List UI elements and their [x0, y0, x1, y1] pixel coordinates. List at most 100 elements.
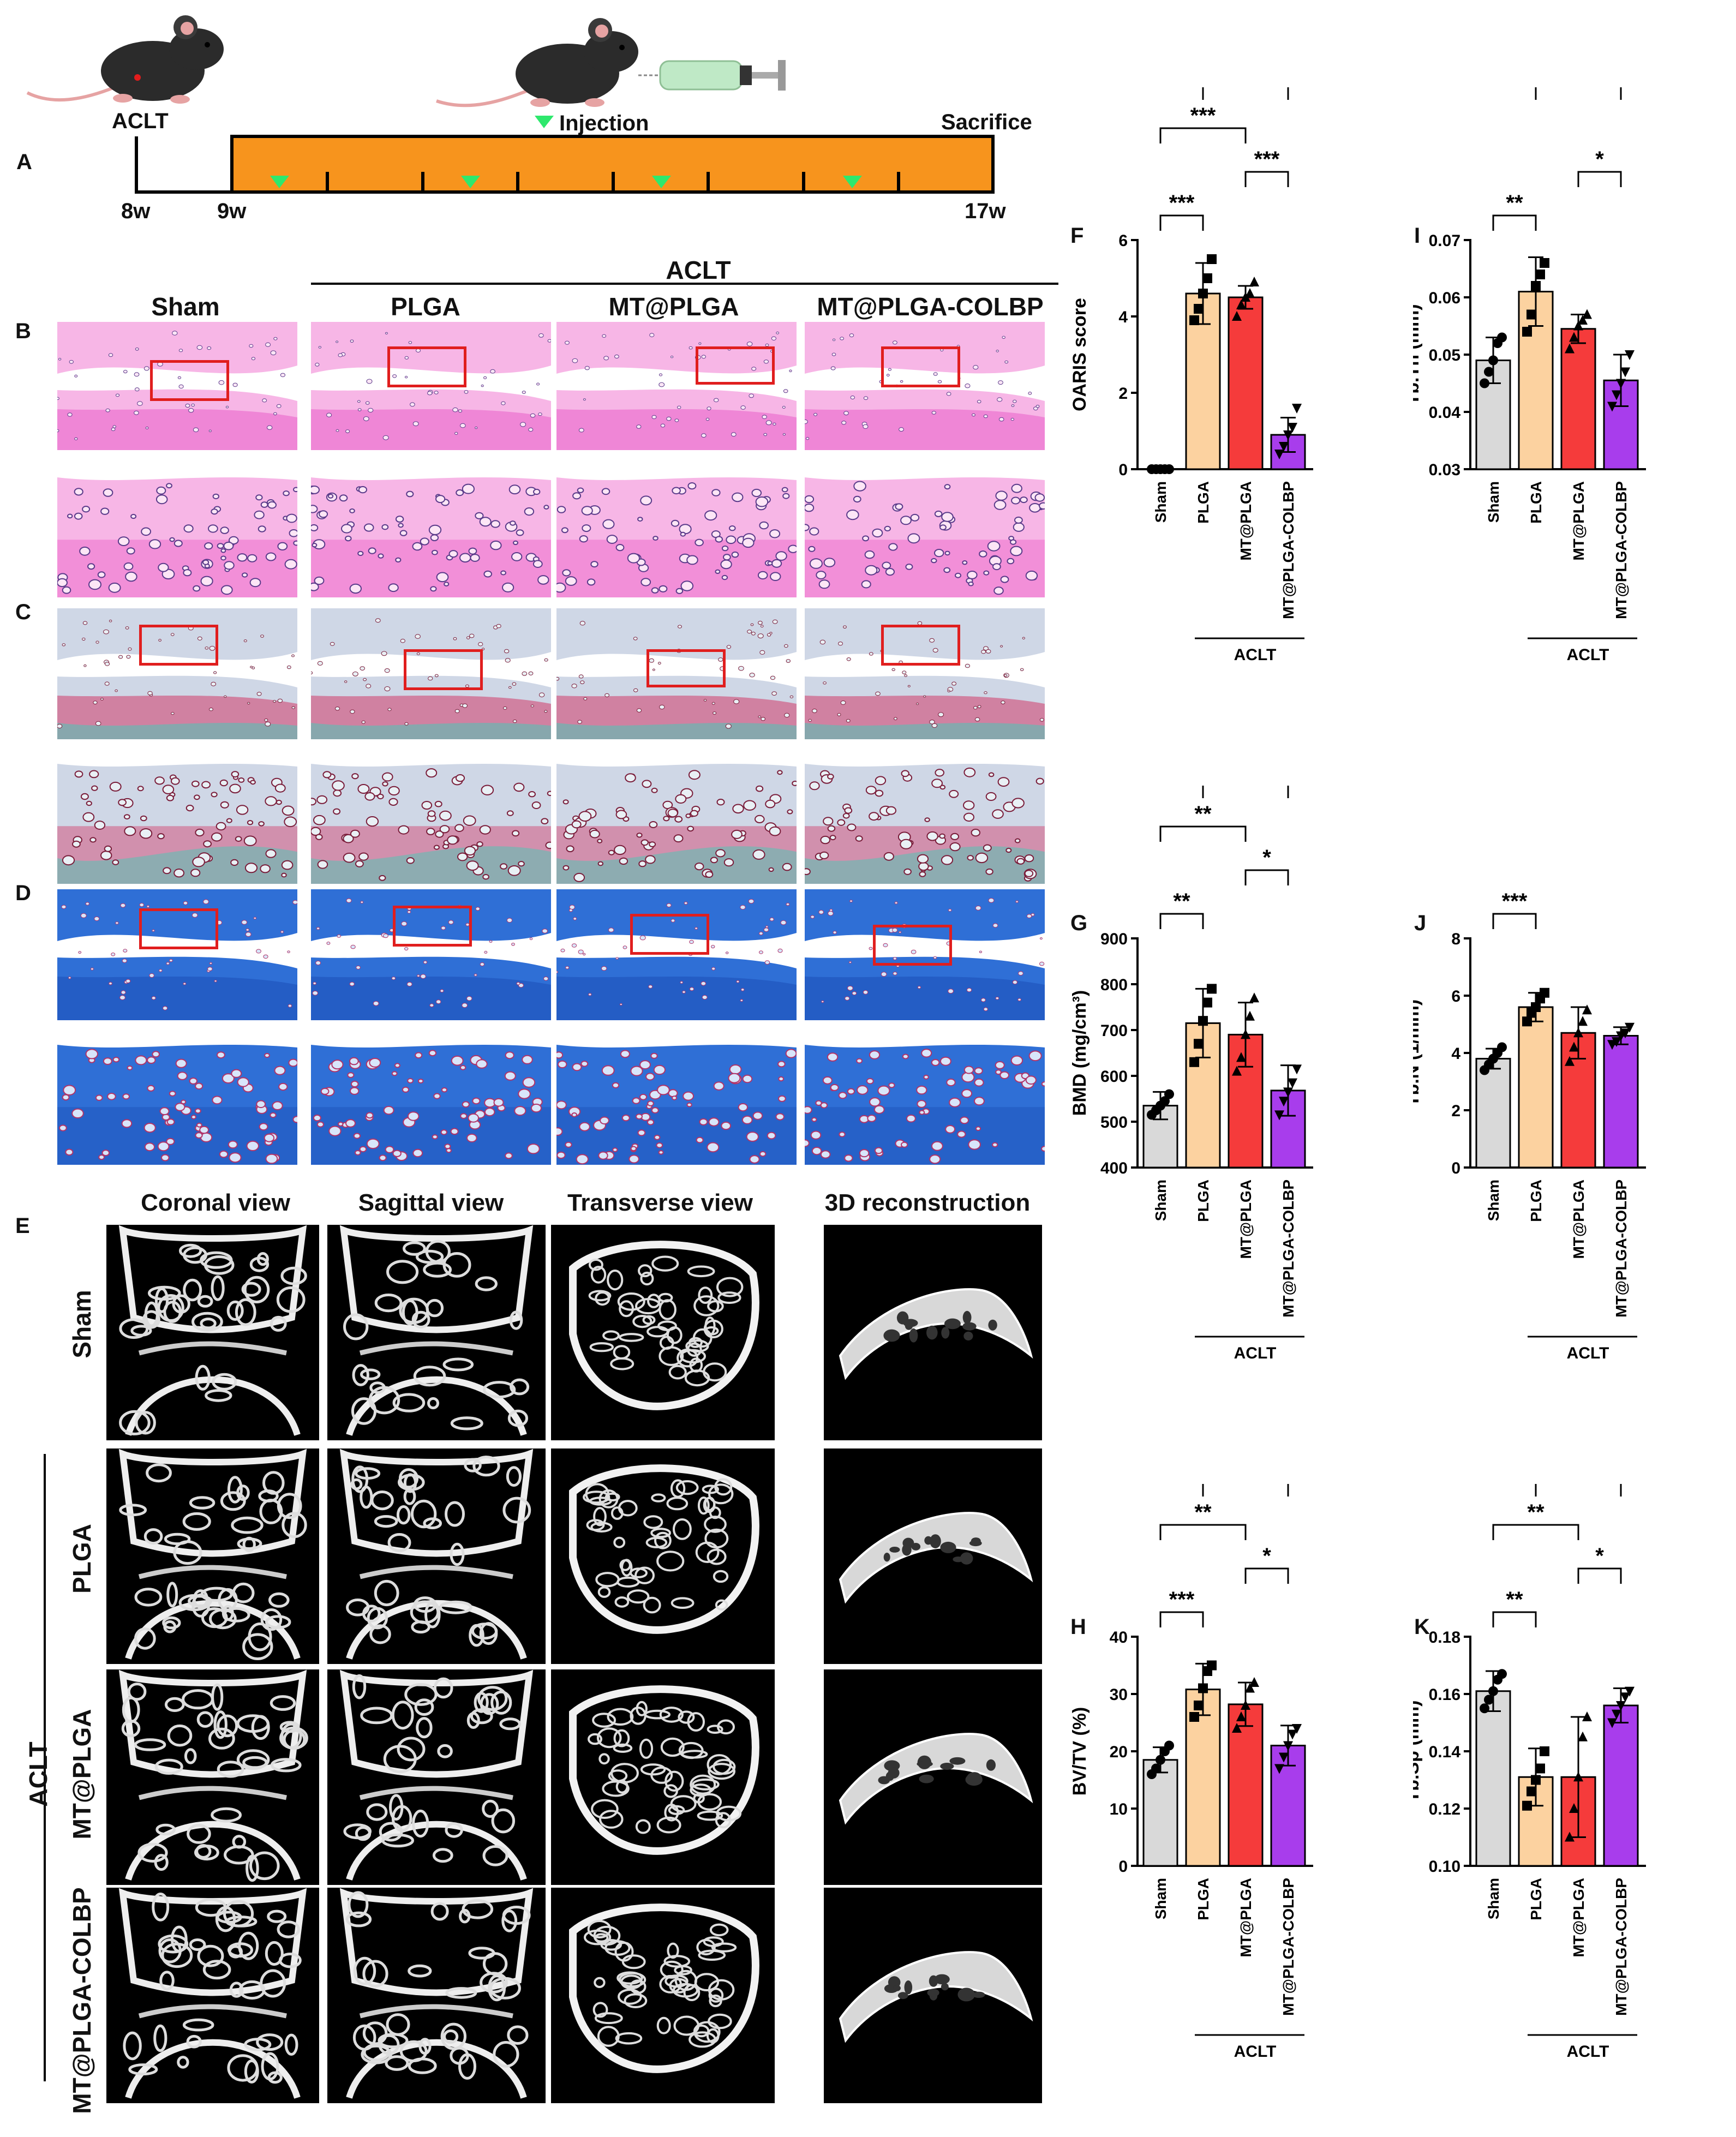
bar: [1475, 1058, 1511, 1169]
injection-label: Injection: [559, 111, 649, 135]
sacrifice-label: Sacrifice: [941, 110, 1032, 134]
data-point: [1535, 270, 1545, 279]
data-point: [1565, 1056, 1575, 1066]
histology-zoom-image: [556, 1037, 797, 1165]
reconstruction-3d-image: [824, 1448, 1042, 1664]
data-point: [1274, 1764, 1284, 1774]
histology-overview-image: [57, 889, 297, 1020]
group-label: ACLT: [1567, 2043, 1609, 2061]
data-point: [1207, 984, 1217, 994]
data-point: [1540, 258, 1549, 268]
histology-overview-image: [556, 889, 797, 1020]
tick-label-17w: 17w: [965, 199, 1006, 223]
data-point: [1527, 1786, 1536, 1797]
data-point: [1578, 1016, 1588, 1026]
y-axis-label: Tb.Sp (mm): [1413, 1701, 1423, 1803]
data-point: [1189, 315, 1199, 325]
data-point: [1497, 1042, 1507, 1052]
x-tick-label: Sham: [1485, 1878, 1502, 1919]
y-tick-label: 40: [1110, 1629, 1128, 1647]
region-of-interest-box: [881, 625, 960, 666]
histology-zoom-image: [805, 756, 1045, 884]
data-point: [1189, 1057, 1199, 1067]
aclt-group-header: ACLT: [666, 256, 731, 284]
data-point: [1288, 1078, 1297, 1088]
timeline-axis: [135, 116, 995, 194]
data-point: [1612, 390, 1621, 400]
oaris-score-chart: 0 2 4 6 OARIS score Sham PLGA MT@PLGA MT@PLGA-CO…: [1069, 87, 1313, 664]
data-point: [1569, 1041, 1579, 1052]
data-point: [1292, 1724, 1302, 1734]
tb-sp-chart: 0.10 0.12 0.14 0.16 0.18 Tb.Sp (mm) Sham PLGA MT…: [1413, 1484, 1646, 2061]
row-label-sham: Sham: [68, 1290, 96, 1358]
data-point: [1189, 1712, 1199, 1722]
data-point: [1540, 1746, 1549, 1756]
histology-overview-image: [805, 322, 1045, 450]
y-tick-label: 0.18: [1429, 1629, 1460, 1647]
x-tick-label: MT@PLGA: [1237, 1878, 1254, 1958]
data-point: [1620, 1692, 1630, 1703]
y-tick-label: 8: [1451, 930, 1460, 948]
significance-bracket: [1202, 786, 1289, 798]
data-point: [1531, 1002, 1541, 1012]
data-point: [1164, 464, 1174, 474]
significance-bracket: [1159, 1524, 1247, 1540]
histology-zoom-image: [805, 469, 1045, 597]
mouse-syringe-icon: [436, 18, 786, 107]
histology-zoom-image: [805, 1037, 1045, 1165]
data-point: [1535, 1763, 1545, 1774]
data-point: [1274, 450, 1284, 459]
x-tick-label: MT@PLGA-COLBP: [1280, 1180, 1297, 1318]
tick-label-9w: 9w: [217, 199, 247, 223]
y-tick-label: 0.07: [1429, 232, 1460, 250]
data-point: [1156, 1755, 1165, 1765]
data-point: [1288, 1729, 1297, 1740]
transverse-ct-image: [551, 1888, 775, 2103]
significance-label: **: [1506, 191, 1523, 215]
sagittal-ct-image: [327, 1448, 546, 1664]
significance-bracket: [1492, 913, 1537, 929]
histology-zoom-image: [311, 756, 551, 884]
data-point: [1625, 1686, 1635, 1697]
data-point: [1480, 1703, 1489, 1714]
x-tick-label: MT@PLGA: [1237, 1180, 1254, 1259]
significance-bracket: [1577, 171, 1622, 187]
bar: [1228, 296, 1264, 470]
region-of-interest-box: [387, 346, 466, 387]
histology-overview-image: [311, 322, 551, 450]
sagittal-ct-image: [327, 1225, 546, 1440]
data-point: [1194, 304, 1204, 314]
data-point: [1232, 1723, 1242, 1733]
significance-bracket: [1492, 1611, 1537, 1627]
region-of-interest-box: [696, 346, 775, 385]
view-header-3d: 3D reconstruction: [824, 1189, 1031, 1216]
significance-bracket: [1159, 913, 1204, 929]
x-tick-label: MT@PLGA-COLBP: [1280, 481, 1297, 619]
region-of-interest-box: [646, 649, 726, 687]
data-point: [1616, 1701, 1626, 1711]
row-label-plga: PLGA: [68, 1524, 96, 1594]
data-point: [1292, 404, 1302, 414]
view-header-sagittal: Sagittal view: [358, 1189, 504, 1216]
region-of-interest-box: [139, 908, 218, 949]
y-tick-label: 0.06: [1429, 289, 1460, 307]
coronal-ct-image: [106, 1225, 319, 1440]
y-axis-label: OARIS score: [1069, 298, 1090, 411]
data-point: [1207, 254, 1217, 264]
data-point: [1484, 1695, 1494, 1705]
data-point: [1241, 1029, 1250, 1039]
data-point: [1202, 273, 1212, 283]
data-point: [1236, 1052, 1246, 1062]
bar: [1603, 1035, 1639, 1169]
data-point: [1620, 1028, 1630, 1039]
histology-overview-image: [556, 322, 797, 450]
coronal-ct-image: [106, 1669, 319, 1885]
x-tick-label: PLGA: [1528, 1878, 1545, 1920]
view-header-transverse: Transverse view: [567, 1189, 753, 1216]
data-point: [1164, 1089, 1174, 1099]
x-tick-label: MT@PLGA-COLBP: [1280, 1878, 1297, 2016]
data-point: [1569, 1803, 1579, 1813]
panel-letter-d: D: [15, 881, 31, 905]
bar: [1603, 1704, 1639, 1867]
panel-letter-j: J: [1414, 911, 1427, 935]
